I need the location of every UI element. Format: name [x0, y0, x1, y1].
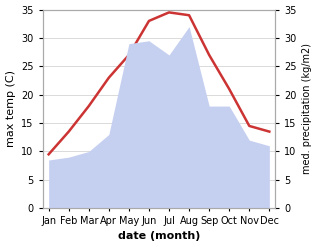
Y-axis label: med. precipitation (kg/m2): med. precipitation (kg/m2) — [302, 43, 313, 174]
Y-axis label: max temp (C): max temp (C) — [5, 70, 16, 147]
X-axis label: date (month): date (month) — [118, 231, 200, 242]
